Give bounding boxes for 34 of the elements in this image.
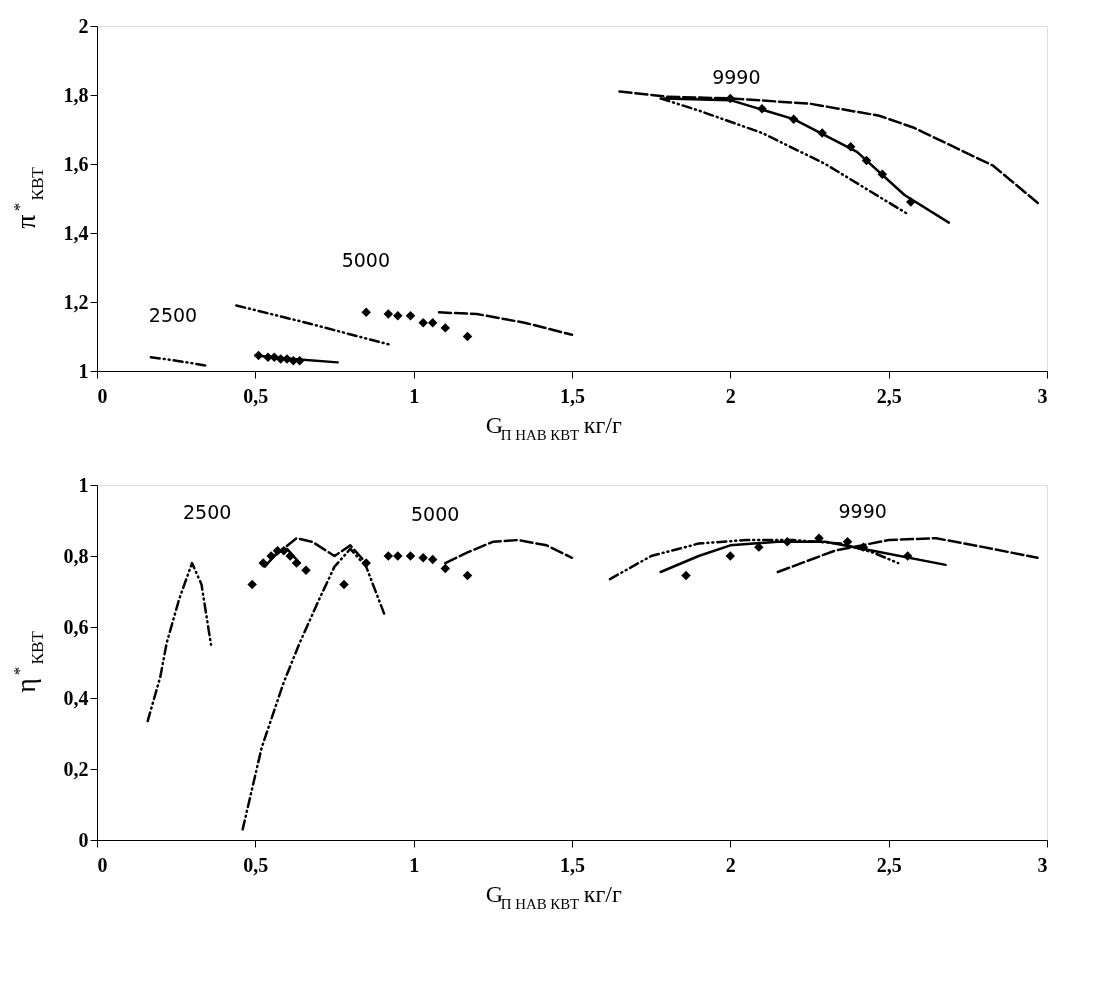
- x-tick-label: 0,5: [243, 853, 269, 876]
- annotation: 5000: [341, 248, 391, 271]
- y-tick-label: 1: [78, 473, 89, 496]
- y-axis-title: π*КВТ: [10, 166, 48, 229]
- x-tick-label: 1: [409, 853, 420, 876]
- y-tick-label: 1: [78, 359, 89, 382]
- annotation: 2500: [148, 303, 198, 326]
- x-tick-label: 0,5: [243, 384, 269, 407]
- x-tick-label: 3: [1037, 384, 1048, 407]
- y-tick-label: 0,8: [63, 544, 89, 567]
- y-tick-label: 0,4: [63, 686, 89, 709]
- y-tick-label: 1,6: [63, 152, 89, 175]
- x-tick-label: 0: [97, 853, 108, 876]
- y-tick-label: 0,2: [63, 757, 89, 780]
- x-tick-label: 1,5: [560, 853, 585, 876]
- annotation: 2500: [183, 501, 232, 524]
- y-tick-label: 0: [78, 828, 89, 851]
- x-tick-label: 2,5: [876, 853, 902, 876]
- y-tick-label: 1,8: [63, 83, 89, 106]
- x-tick-label: 1: [409, 384, 420, 407]
- annotation: 9990: [838, 499, 887, 522]
- annotation: 9990: [712, 65, 761, 88]
- x-tick-label: 2: [725, 853, 736, 876]
- x-tick-label: 1,5: [560, 384, 585, 407]
- annotation: 5000: [411, 503, 460, 526]
- y-tick-label: 2: [78, 14, 89, 37]
- x-tick-label: 2,5: [876, 384, 902, 407]
- y-tick-label: 1,2: [63, 290, 89, 313]
- x-tick-label: 3: [1037, 853, 1048, 876]
- x-tick-label: 0: [97, 384, 108, 407]
- x-tick-label: 2: [725, 384, 736, 407]
- y-axis-title: η*КВТ: [10, 630, 48, 693]
- y-tick-label: 0,6: [63, 615, 89, 638]
- y-tick-label: 1,4: [63, 221, 89, 244]
